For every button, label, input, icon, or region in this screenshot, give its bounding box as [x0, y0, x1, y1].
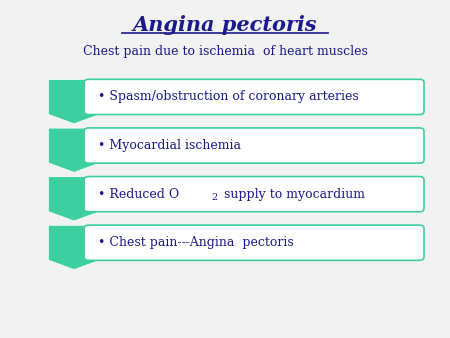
Polygon shape [48, 177, 100, 221]
Text: Chest pain due to ischemia  of heart muscles: Chest pain due to ischemia of heart musc… [82, 45, 368, 58]
FancyBboxPatch shape [84, 176, 424, 212]
Text: supply to myocardium: supply to myocardium [220, 188, 365, 201]
FancyBboxPatch shape [84, 79, 424, 115]
Text: Angina pectoris: Angina pectoris [133, 15, 317, 35]
Text: 2: 2 [211, 193, 217, 202]
Polygon shape [48, 128, 100, 172]
Polygon shape [48, 79, 100, 124]
Text: • Myocardial ischemia: • Myocardial ischemia [99, 139, 242, 152]
Text: • Chest pain---Angina  pectoris: • Chest pain---Angina pectoris [99, 236, 294, 249]
FancyBboxPatch shape [84, 225, 424, 260]
FancyBboxPatch shape [84, 128, 424, 163]
Polygon shape [48, 225, 100, 270]
Text: • Spasm/obstruction of coronary arteries: • Spasm/obstruction of coronary arteries [99, 91, 359, 103]
Text: • Reduced O: • Reduced O [99, 188, 180, 201]
